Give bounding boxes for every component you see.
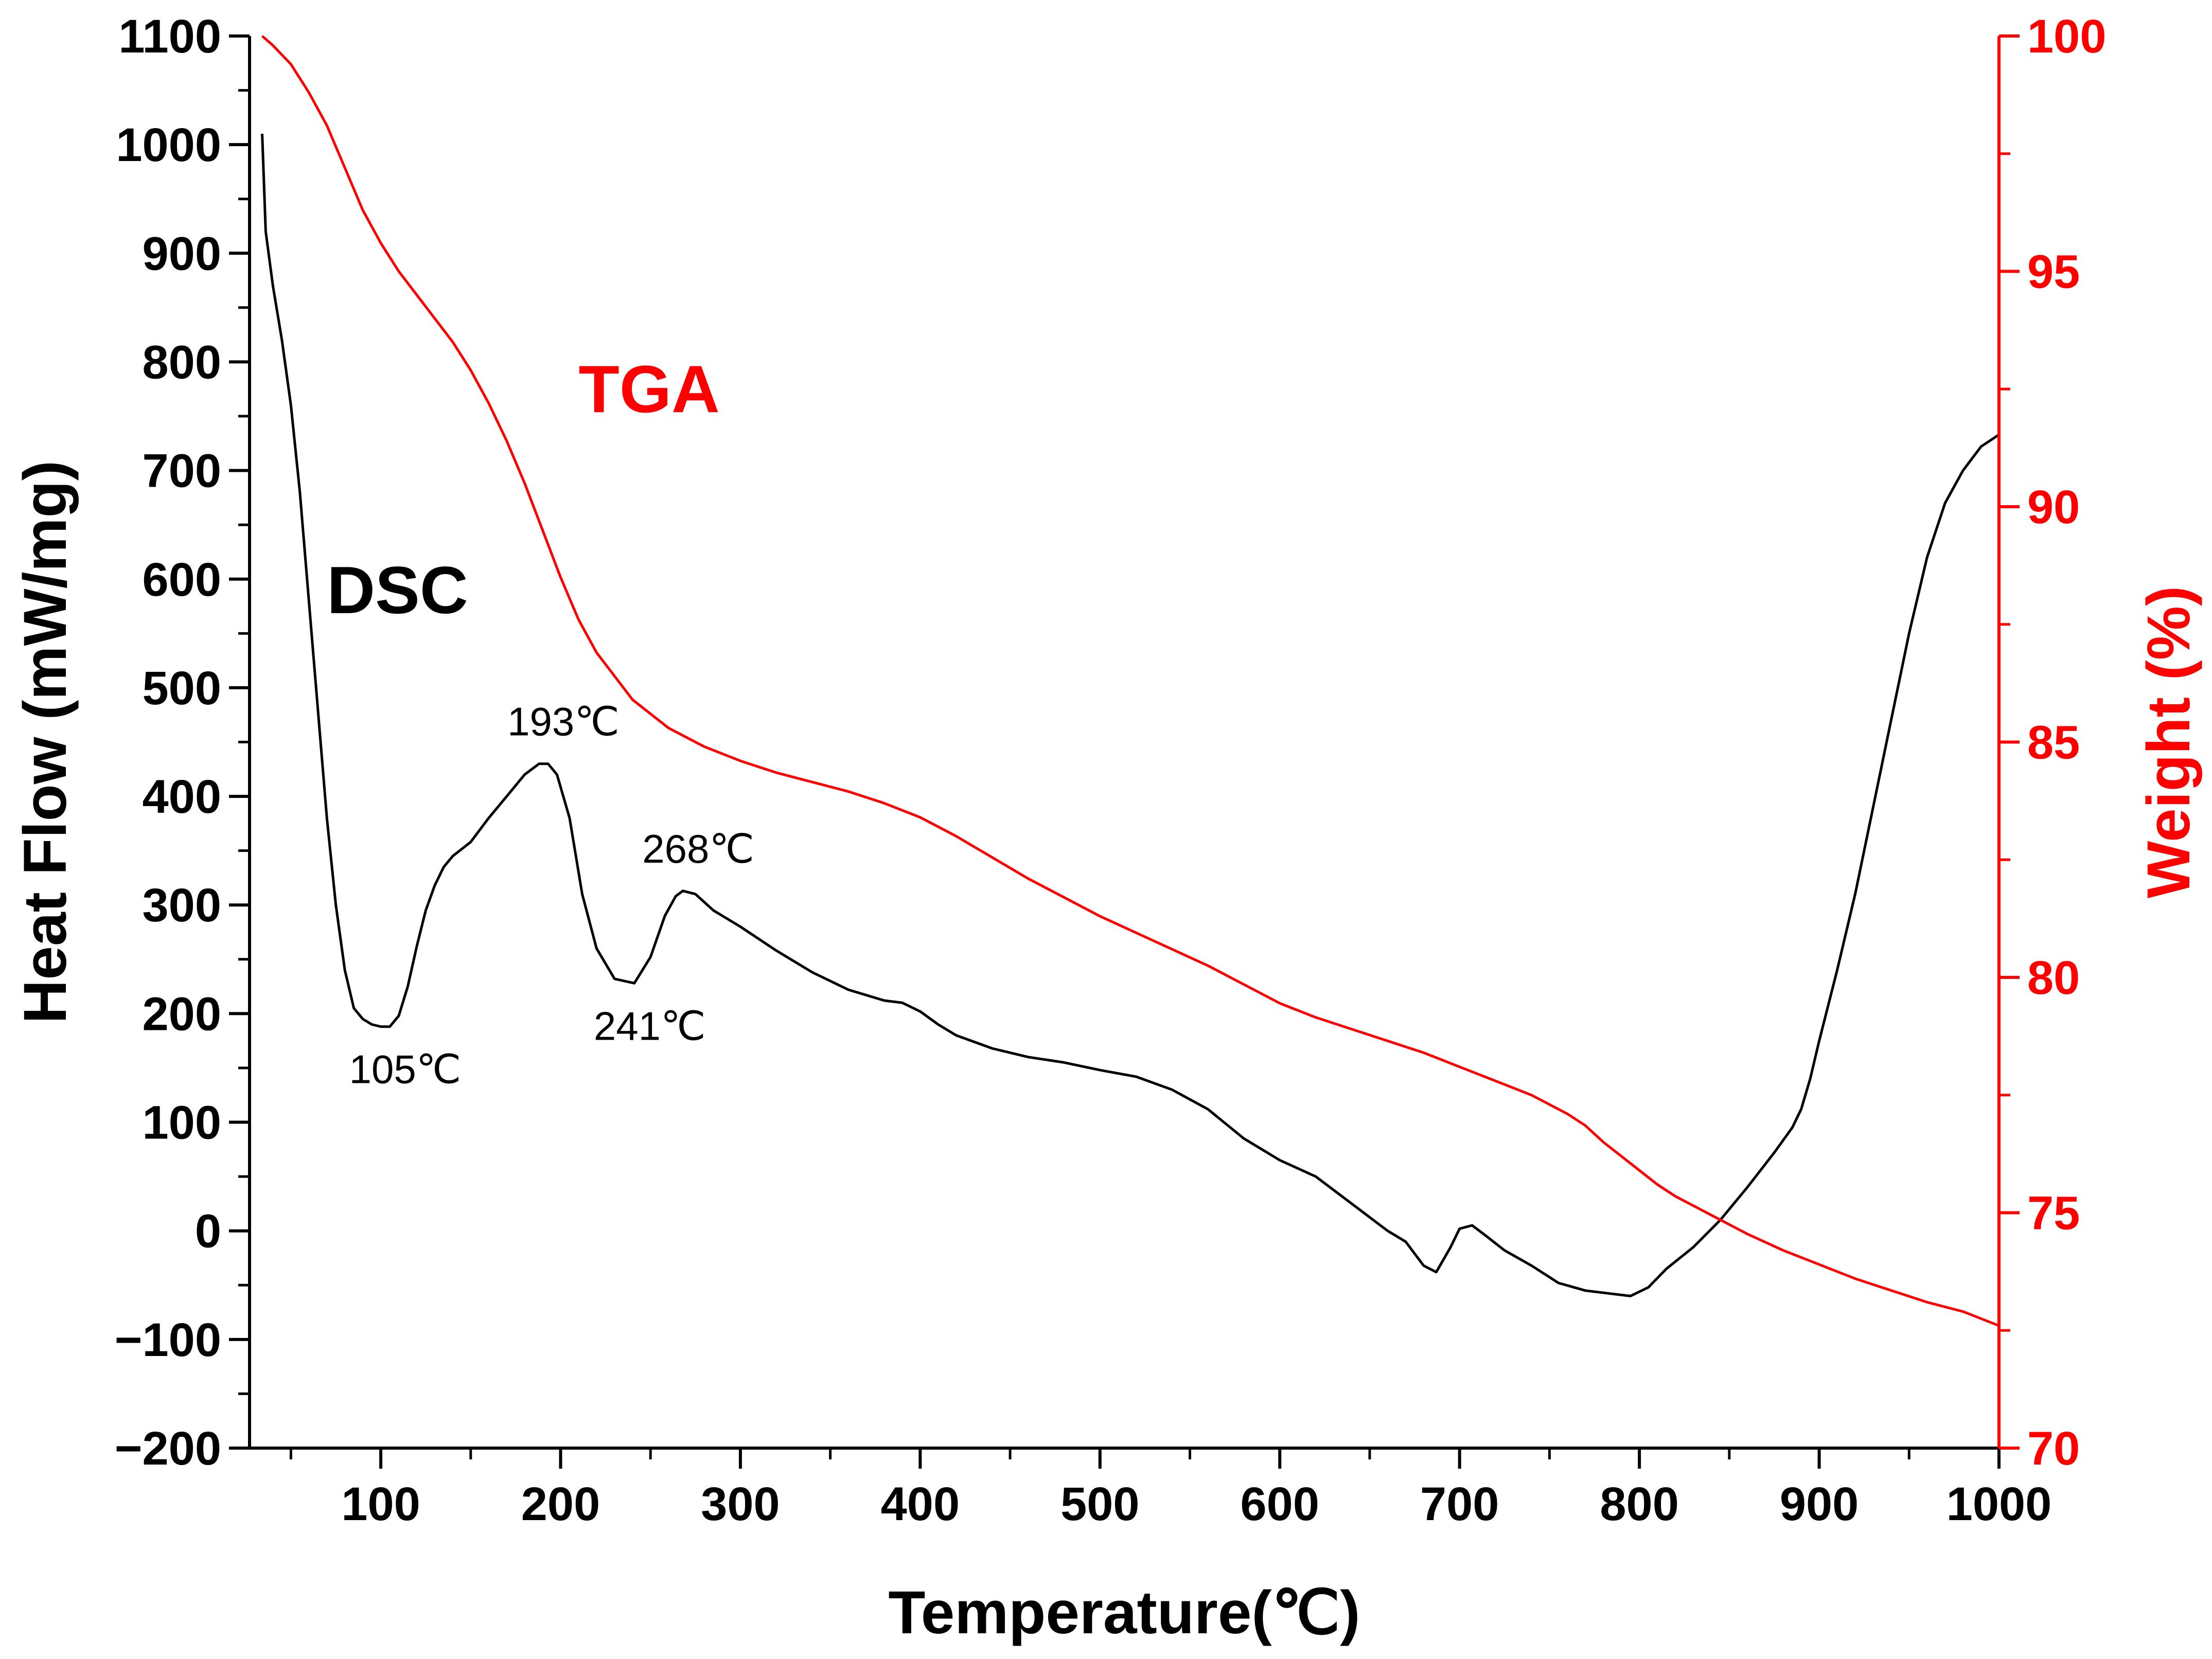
peak-annotation: 105℃ xyxy=(349,1047,462,1092)
y-left-tick-label: 400 xyxy=(143,771,222,823)
y-left-tick-label: 300 xyxy=(143,879,222,932)
y-right-tick-label: 75 xyxy=(2027,1187,2080,1240)
y-left-tick-label: 900 xyxy=(143,227,222,280)
y-left-tick-label: 700 xyxy=(143,445,222,497)
y-right-tick-label: 100 xyxy=(2027,10,2107,63)
x-tick-label: 400 xyxy=(881,1478,960,1530)
y-right-axis-title: Weight (%) xyxy=(2135,586,2203,898)
x-tick-label: 800 xyxy=(1600,1478,1679,1530)
y-right-tick-label: 80 xyxy=(2027,952,2080,1004)
y-left-tick-label: 500 xyxy=(143,662,222,715)
x-axis-title: Temperature(℃) xyxy=(888,1579,1360,1647)
y-left-tick-label: 800 xyxy=(143,336,222,388)
y-left-tick-label: 200 xyxy=(143,988,222,1040)
y-left-tick-label: 600 xyxy=(143,554,222,606)
peak-annotation: 193℃ xyxy=(507,699,620,744)
y-right-tick-label: 90 xyxy=(2027,481,2080,533)
y-left-tick-label: 0 xyxy=(195,1205,221,1258)
dsc-curve xyxy=(261,133,2000,1297)
peak-annotation: 268℃ xyxy=(642,826,754,871)
tga-curve xyxy=(261,35,1999,1327)
x-tick-label: 900 xyxy=(1780,1478,1859,1530)
y-left-tick-label: 1000 xyxy=(116,119,221,171)
dsc-curve-label: DSC xyxy=(327,552,468,628)
y-left-tick-label: −100 xyxy=(115,1314,221,1366)
y-left-tick-label: 100 xyxy=(143,1097,222,1149)
x-tick-label: 700 xyxy=(1420,1478,1499,1530)
y-left-axis-title: Heat Flow (mW/mg) xyxy=(11,460,79,1024)
x-tick-label: 500 xyxy=(1060,1478,1140,1530)
x-tick-label: 600 xyxy=(1241,1478,1320,1530)
y-left-tick-label: −200 xyxy=(115,1422,221,1475)
y-right-tick-label: 85 xyxy=(2027,717,2080,769)
y-left-tick-label: 1100 xyxy=(118,10,221,63)
tga-curve-label: TGA xyxy=(578,351,719,426)
y-right-tick-label: 95 xyxy=(2027,246,2080,298)
x-tick-label: 300 xyxy=(701,1478,780,1530)
x-tick-label: 200 xyxy=(521,1478,600,1530)
x-tick-label: 1000 xyxy=(1946,1478,2052,1530)
x-tick-label: 100 xyxy=(341,1478,420,1530)
peak-annotation: 241℃ xyxy=(594,1003,706,1048)
y-right-tick-label: 70 xyxy=(2027,1422,2080,1475)
